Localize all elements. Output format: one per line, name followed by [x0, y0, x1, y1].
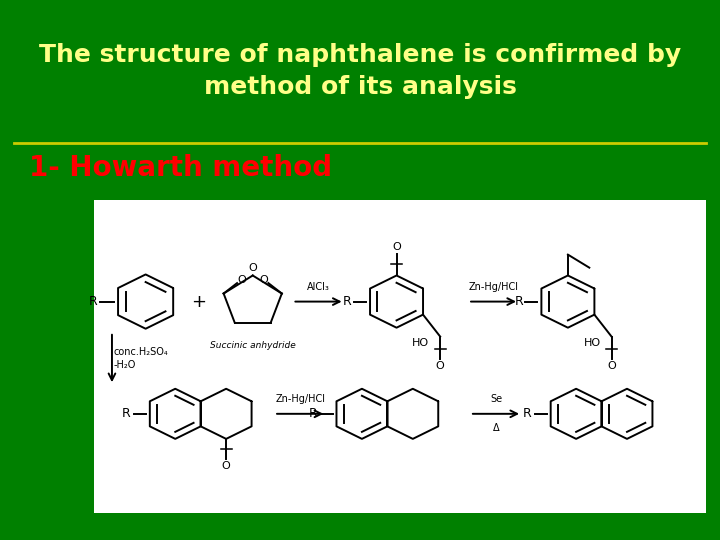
Text: AlCl₃: AlCl₃ — [307, 282, 330, 292]
Text: O: O — [436, 361, 444, 371]
Text: Succinic anhydride: Succinic anhydride — [210, 341, 296, 350]
Text: -H₂O: -H₂O — [113, 360, 135, 370]
Text: Zn-Hg/HCl: Zn-Hg/HCl — [275, 394, 325, 404]
Text: R: R — [523, 407, 531, 420]
Text: HO: HO — [583, 339, 600, 348]
Text: R: R — [515, 295, 523, 308]
Text: O: O — [248, 262, 257, 273]
Text: conc.H₂SO₄: conc.H₂SO₄ — [113, 347, 168, 357]
Text: Δ: Δ — [492, 423, 499, 433]
Text: O: O — [238, 275, 246, 286]
Text: +: + — [192, 293, 207, 310]
Text: Zn-Hg/HCl: Zn-Hg/HCl — [469, 282, 518, 292]
Text: R: R — [122, 407, 130, 420]
Text: R: R — [343, 295, 352, 308]
Text: O: O — [392, 242, 401, 252]
Text: O: O — [607, 361, 616, 371]
Text: O: O — [222, 461, 230, 471]
Text: R: R — [309, 407, 318, 420]
Text: 1- Howarth method: 1- Howarth method — [29, 154, 332, 182]
Text: HO: HO — [412, 339, 429, 348]
Text: R: R — [89, 295, 98, 308]
Text: The structure of naphthalene is confirmed by
method of its analysis: The structure of naphthalene is confirme… — [39, 43, 681, 99]
Text: Se: Se — [490, 394, 502, 404]
Text: O: O — [259, 275, 268, 286]
Bar — [94, 200, 706, 513]
